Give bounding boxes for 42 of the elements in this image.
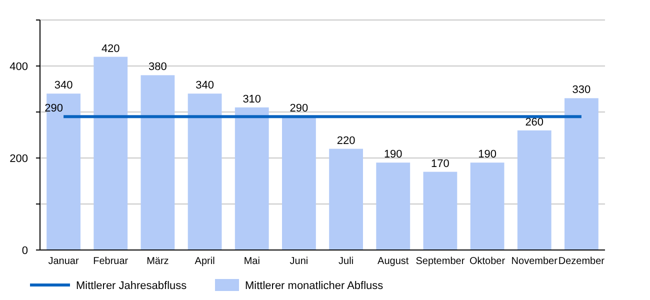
bar [46, 94, 80, 250]
data-label: 260 [525, 116, 544, 128]
x-tick-label: September [416, 256, 466, 267]
data-label: 190 [478, 148, 496, 161]
x-tick-label: Januar [48, 256, 80, 267]
data-label: 220 [336, 134, 356, 147]
legend-label: Mittlerer Jahresabfluss [76, 280, 188, 292]
bar [282, 116, 316, 250]
bar [329, 148, 363, 250]
x-tick-label: Dezember [558, 256, 606, 267]
bar [564, 98, 598, 250]
data-label: 340 [196, 80, 214, 92]
bar [140, 75, 175, 250]
x-tick-label: März [146, 256, 169, 267]
x-tick-label: August [378, 256, 409, 267]
data-label: 420 [101, 42, 120, 55]
x-tick-label: Mai [244, 256, 260, 267]
x-tick-label: Oktober [470, 256, 506, 267]
bar [376, 162, 410, 250]
data-label: 290 [44, 102, 63, 115]
y-tick-label: 400 [10, 61, 28, 73]
bar [470, 162, 504, 250]
data-label: 340 [54, 80, 73, 92]
data-label: 170 [431, 158, 450, 170]
bar [423, 172, 458, 250]
data-label: 380 [148, 61, 167, 74]
data-label: 190 [384, 148, 402, 161]
bar [234, 107, 269, 250]
bar [94, 56, 128, 250]
x-tick-label: Februar [93, 256, 129, 267]
y-tick-label: 200 [10, 153, 28, 165]
x-tick-label: Juni [290, 256, 308, 267]
data-label: 310 [242, 93, 262, 106]
bar [188, 94, 222, 250]
data-label: 290 [290, 102, 308, 115]
data-label: 330 [572, 84, 591, 96]
x-tick-label: November [511, 256, 558, 267]
y-tick-label: 0 [22, 245, 28, 257]
x-tick-label: Juli [338, 256, 354, 267]
x-tick-label: April [194, 256, 215, 267]
bar [517, 130, 552, 250]
legend-label: Mittlerer monatlicher Abfluss [245, 280, 384, 292]
